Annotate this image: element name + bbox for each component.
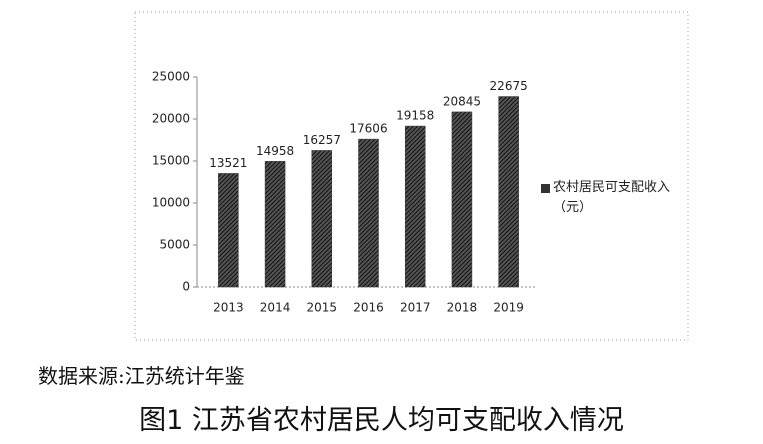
data-label: 20845 [443, 94, 481, 108]
bar [498, 96, 519, 288]
x-tick-label: 2018 [447, 301, 478, 315]
bar [404, 125, 426, 288]
y-tick-label: 0 [182, 280, 190, 294]
x-tick-label: 2016 [353, 301, 384, 315]
legend-marker [541, 184, 550, 193]
chart-frame [134, 11, 689, 341]
data-label: 17606 [349, 122, 387, 136]
data-label: 16257 [303, 133, 341, 147]
source-note: 数据来源:江苏统计年鉴 [38, 364, 245, 388]
y-tick-label: 15000 [152, 154, 190, 168]
bar [451, 111, 473, 288]
y-tick-label: 10000 [152, 196, 190, 210]
data-label: 19158 [396, 109, 434, 123]
x-tick-label: 2019 [493, 301, 524, 315]
x-tick-label: 2014 [260, 301, 291, 315]
y-tick-label: 5000 [159, 238, 190, 252]
x-tick-label: 2015 [307, 301, 338, 315]
data-label: 13521 [209, 156, 247, 170]
legend-label: 农村居民可支配收入（元） [553, 180, 671, 215]
chart-title: 图1 江苏省农村居民人均可支配收入情况 [139, 405, 624, 436]
bar [264, 161, 286, 288]
x-tick-label: 2013 [213, 301, 244, 315]
bar [218, 173, 239, 288]
legend: 农村居民可支配收入（元） [541, 178, 693, 218]
y-tick-label: 20000 [152, 112, 190, 126]
bar [358, 138, 379, 288]
bar [311, 150, 333, 288]
data-label: 22675 [490, 79, 528, 93]
y-tick-label: 25000 [152, 70, 190, 84]
x-tick-label: 2017 [400, 301, 431, 315]
data-label: 14958 [256, 144, 294, 158]
